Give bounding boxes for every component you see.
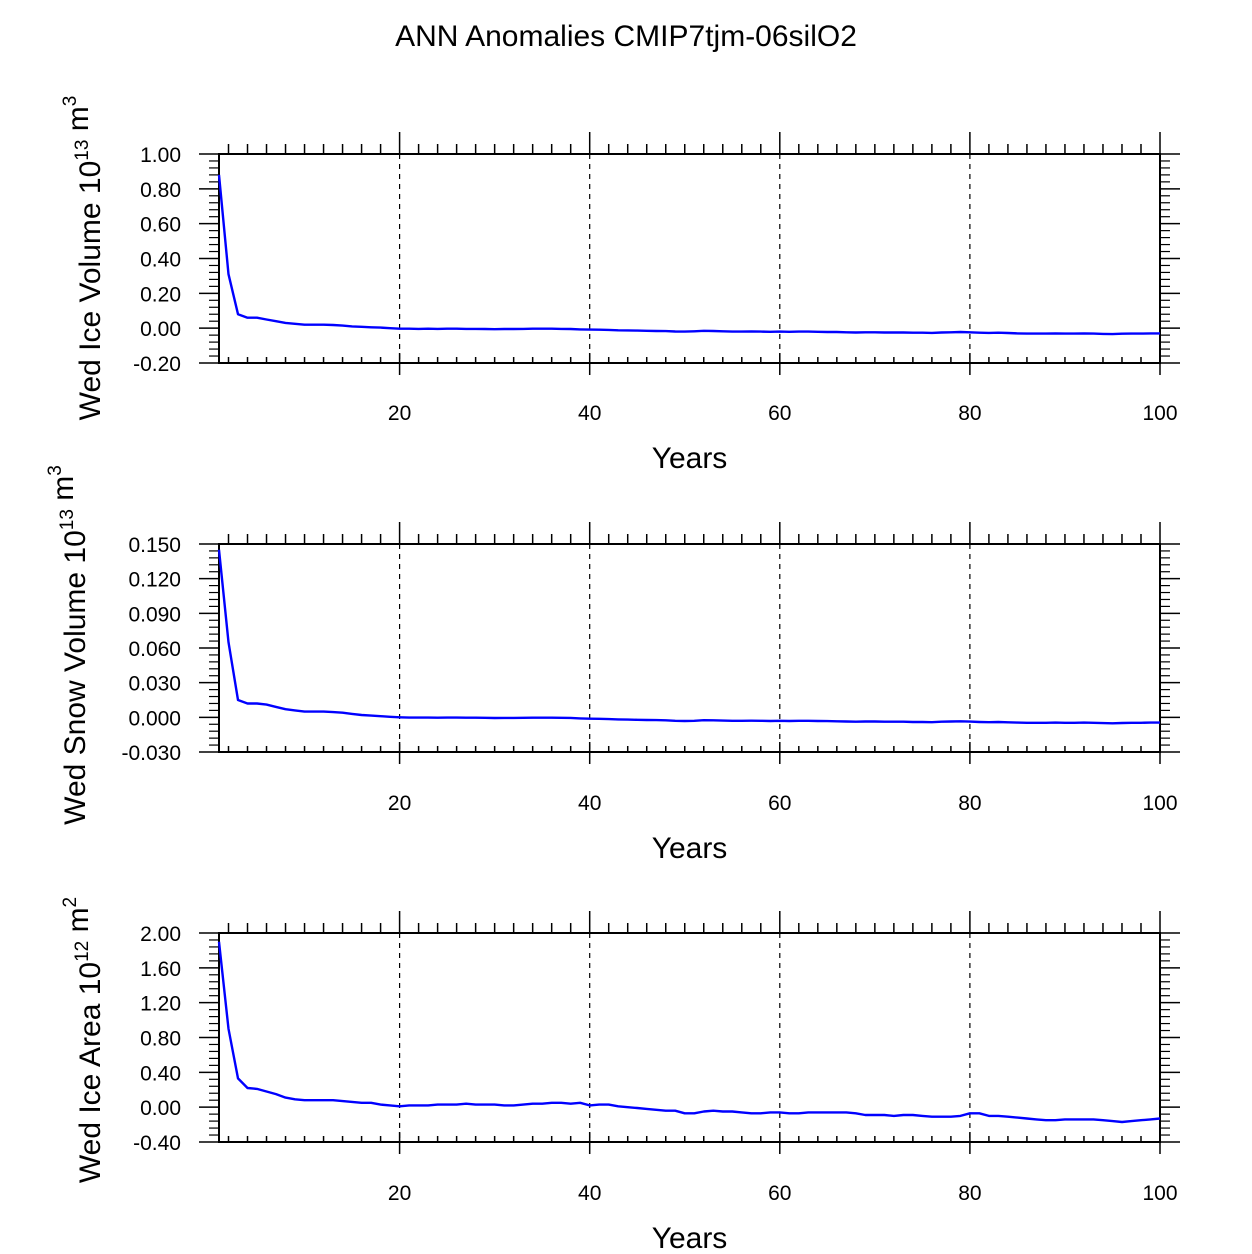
- ice-volume-x-tick-label: 80: [958, 402, 981, 425]
- snow-volume-x-tick-label: 40: [578, 792, 601, 815]
- snow-volume-y-label-superscript: 13: [57, 509, 78, 530]
- ice-area-y-tick-label: 0.80: [140, 1028, 181, 1051]
- snow-volume-y-tick-label: 0.090: [128, 603, 181, 626]
- ice-area-y-tick-label: -0.40: [133, 1132, 181, 1155]
- snow-volume-y-label-superscript: 3: [45, 465, 66, 476]
- ice-volume-x-tick-label: 60: [768, 402, 791, 425]
- ice-area-y-tick-label: 2.00: [140, 923, 181, 946]
- ice-area-y-label-superscript: 12: [72, 941, 93, 962]
- panel-ice-area: 20 40 60 80 100 2.00 1.60 1.20 0.80 0.40 0.00 -0.40…: [60, 897, 1180, 1254]
- snow-volume-y-label-text: Wed Snow Volume 10: [59, 530, 92, 825]
- snow-volume-y-tick-label: -0.030: [121, 742, 181, 765]
- ice-area-x-axis-label: Years: [652, 1222, 728, 1254]
- snow-volume-x-tick-label: 80: [958, 792, 981, 815]
- ice-area-y-axis-label: Wed Ice Area 1012 m2: [60, 897, 107, 1183]
- panel-snow-volume: 20 40 60 80 100 0.150 0.120 0.090 0.060 0.030 0.00…: [45, 465, 1180, 865]
- ice-volume-y-label-superscript: 13: [72, 140, 93, 161]
- ice-volume-x-axis-label: Years: [652, 442, 728, 475]
- ice-area-y-tick-label: 0.00: [140, 1097, 181, 1120]
- ice-volume-y-tick-label: 0.80: [140, 179, 181, 202]
- ice-volume-y-tick-label: 0.40: [140, 249, 181, 272]
- ice-area-x-tick-label: 80: [958, 1182, 981, 1205]
- snow-volume-y-label-text: m: [47, 476, 80, 509]
- ice-volume-y-label-text: m: [62, 106, 95, 139]
- ice-area-y-label-text: Wed Ice Area 10: [74, 962, 107, 1183]
- chart-title: ANN Anomalies CMIP7tjm-06silO2: [395, 20, 857, 53]
- ice-volume-x-tick-label: 20: [388, 402, 411, 425]
- snow-volume-y-tick-label: 0.150: [128, 534, 181, 557]
- ice-area-y-tick-label: 0.40: [140, 1062, 181, 1085]
- snow-volume-x-tick-label: 60: [768, 792, 791, 815]
- ice-volume-y-tick-label: 1.00: [140, 144, 181, 167]
- ice-area-x-tick-label: 100: [1142, 1182, 1177, 1205]
- ice-volume-series-line: [217, 174, 1160, 336]
- ice-area-y-label-text: m: [62, 907, 95, 940]
- ice-volume-x-tick-label: 40: [578, 402, 601, 425]
- snow-volume-x-axis-label: Years: [652, 832, 728, 865]
- ice-volume-y-tick-label: 0.00: [140, 318, 181, 341]
- ice-volume-y-label-text: Wed Ice Volume 10: [74, 161, 107, 421]
- ice-volume-y-label-superscript: 3: [60, 96, 81, 107]
- ice-area-x-tick-label: 60: [768, 1182, 791, 1205]
- snow-volume-y-axis-label: Wed Snow Volume 1013 m3: [45, 465, 92, 825]
- snow-volume-x-tick-label: 100: [1142, 792, 1177, 815]
- ice-volume-x-tick-label: 100: [1142, 402, 1177, 425]
- ice-volume-y-tick-label: 0.60: [140, 214, 181, 237]
- ice-area-y-label-superscript: 2: [60, 897, 81, 908]
- snow-volume-y-tick-label: 0.000: [128, 707, 181, 730]
- snow-volume-y-tick-label: 0.060: [128, 638, 181, 661]
- ice-area-series-line: [217, 941, 1161, 1124]
- snow-volume-series-line: [217, 549, 1160, 725]
- ice-area-plot-frame: [218, 932, 1161, 1143]
- ice-area-y-tick-label: 1.60: [140, 958, 181, 981]
- snow-volume-y-tick-label: 0.120: [128, 569, 181, 592]
- ice-area-x-tick-label: 20: [388, 1182, 411, 1205]
- panel-ice-volume: 20 40 60 80 100 1.00 0.80 0.60 0.40 0.20 0.00 -0.20…: [60, 96, 1180, 475]
- ice-volume-y-tick-label: 0.20: [140, 283, 181, 306]
- ice-area-y-tick-label: 1.20: [140, 993, 181, 1016]
- ice-area-x-tick-label: 40: [578, 1182, 601, 1205]
- ice-volume-y-axis-label: Wed Ice Volume 1013 m3: [60, 96, 107, 421]
- ice-volume-y-tick-label: -0.20: [133, 353, 181, 376]
- snow-volume-x-tick-label: 20: [388, 792, 411, 815]
- snow-volume-y-tick-label: 0.030: [128, 673, 181, 696]
